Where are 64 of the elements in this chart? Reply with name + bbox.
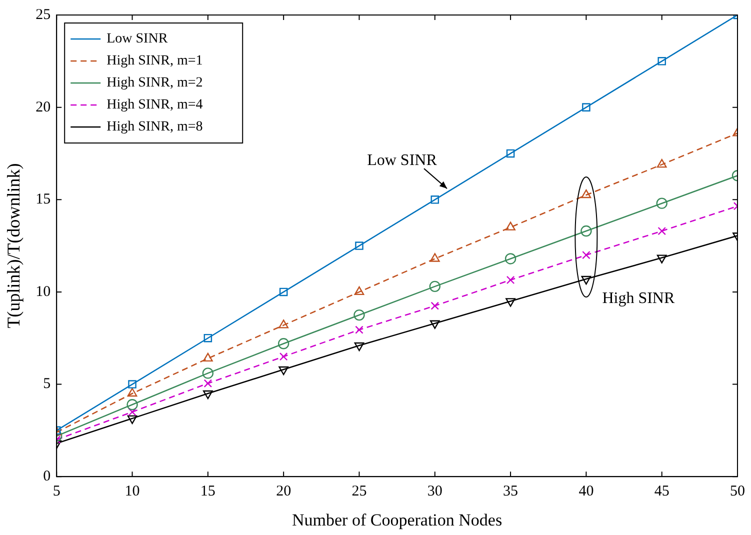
legend-label: High SINR, m=1: [106, 54, 203, 69]
x-tick-label: 15: [200, 484, 216, 500]
point: [354, 342, 364, 352]
x-tick-label: 50: [730, 484, 745, 500]
point: [278, 338, 290, 350]
point: [202, 390, 213, 400]
annotation: Low SINR: [367, 152, 438, 169]
point: [430, 196, 440, 204]
x-tick-label: 10: [124, 484, 140, 500]
y-tick-label: 5: [43, 376, 51, 392]
x-axis-title: Number of Cooperation Nodes: [292, 510, 502, 530]
point: [581, 189, 592, 198]
point: [506, 276, 515, 284]
point: [580, 225, 592, 237]
point: [504, 253, 516, 264]
point: [430, 253, 440, 262]
x-tick-label: 45: [654, 484, 670, 500]
point: [656, 254, 667, 264]
x-tick-label: 40: [578, 484, 594, 500]
point: [506, 222, 516, 230]
point: [658, 57, 666, 66]
point: [506, 149, 515, 158]
point: [202, 352, 213, 362]
point: [656, 158, 667, 168]
point: [582, 250, 590, 260]
point: [430, 302, 440, 310]
point: [279, 352, 288, 361]
point: [355, 242, 364, 250]
point: [279, 288, 288, 296]
point: [354, 309, 365, 321]
legend-label: High SINR, m=4: [106, 98, 203, 113]
annotation: High SINR: [602, 290, 675, 308]
x-tick-label: 20: [276, 484, 292, 500]
point: [127, 415, 138, 424]
point: [430, 320, 440, 329]
y-tick-label: 0: [43, 468, 51, 485]
y-axis-title: T(uplink)/T(downlink): [4, 163, 24, 328]
x-tick-label: 35: [503, 484, 518, 500]
y-tick-label: 10: [36, 284, 51, 300]
point: [278, 366, 288, 376]
point: [126, 398, 138, 410]
point: [506, 298, 516, 307]
y-tick-label: 25: [36, 6, 51, 23]
x-tick-label: 25: [352, 484, 367, 500]
point: [128, 408, 136, 416]
point: [127, 388, 138, 397]
legend-label: High SINR, m=2: [106, 76, 203, 91]
point: [204, 379, 212, 388]
point: [354, 286, 364, 296]
point: [355, 326, 364, 334]
legend-label: Low SINR: [106, 32, 168, 47]
point: [128, 380, 136, 388]
x-tick-label: 30: [427, 484, 442, 500]
point: [278, 320, 288, 328]
point: [582, 103, 590, 112]
point: [581, 276, 592, 285]
y-tick-label: 20: [36, 99, 51, 116]
point: [204, 334, 212, 342]
point: [656, 198, 668, 209]
point: [429, 280, 440, 292]
point: [658, 226, 666, 236]
y-tick-label: 15: [36, 192, 51, 208]
point: [202, 368, 214, 379]
legend-label: High SINR, m=8: [106, 120, 203, 135]
